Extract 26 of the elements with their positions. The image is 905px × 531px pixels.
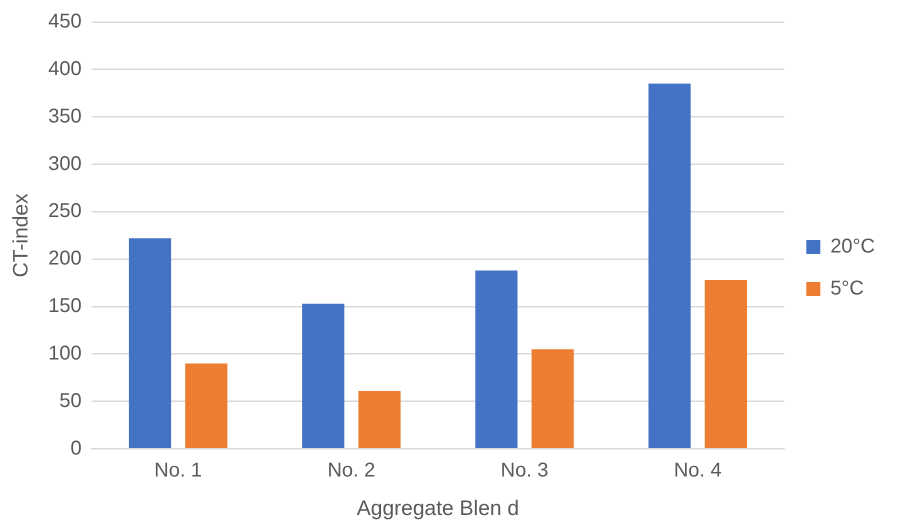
y-tick-label: 400 <box>48 58 82 80</box>
legend-label: 20°C <box>830 236 875 258</box>
bar <box>648 84 691 448</box>
y-tick-label: 100 <box>48 342 82 364</box>
y-tick-label: 150 <box>48 295 82 318</box>
y-tick-label: 300 <box>48 152 82 175</box>
bar <box>358 390 401 448</box>
y-tick-label: 350 <box>48 105 82 128</box>
x-tick-label: No. 1 <box>154 459 202 482</box>
bar <box>475 270 518 448</box>
y-tick-label: 50 <box>59 390 82 412</box>
x-tick-label: No. 4 <box>674 459 722 482</box>
y-axis-title: CT-index <box>9 192 32 278</box>
x-tick-label: No. 2 <box>327 459 376 482</box>
bar <box>302 304 344 448</box>
y-tick-label: 200 <box>48 248 82 270</box>
y-tick-label: 0 <box>70 437 82 460</box>
x-tick-label: No. 3 <box>500 459 548 482</box>
bar <box>704 280 747 448</box>
y-tick-label: 250 <box>48 200 82 222</box>
bar <box>128 238 172 448</box>
legend-label: 5°C <box>830 278 864 300</box>
bar <box>532 349 574 448</box>
y-tick-label: 450 <box>48 10 82 33</box>
bar <box>185 363 228 448</box>
x-axis-title: Aggregate Blen d <box>356 497 520 520</box>
